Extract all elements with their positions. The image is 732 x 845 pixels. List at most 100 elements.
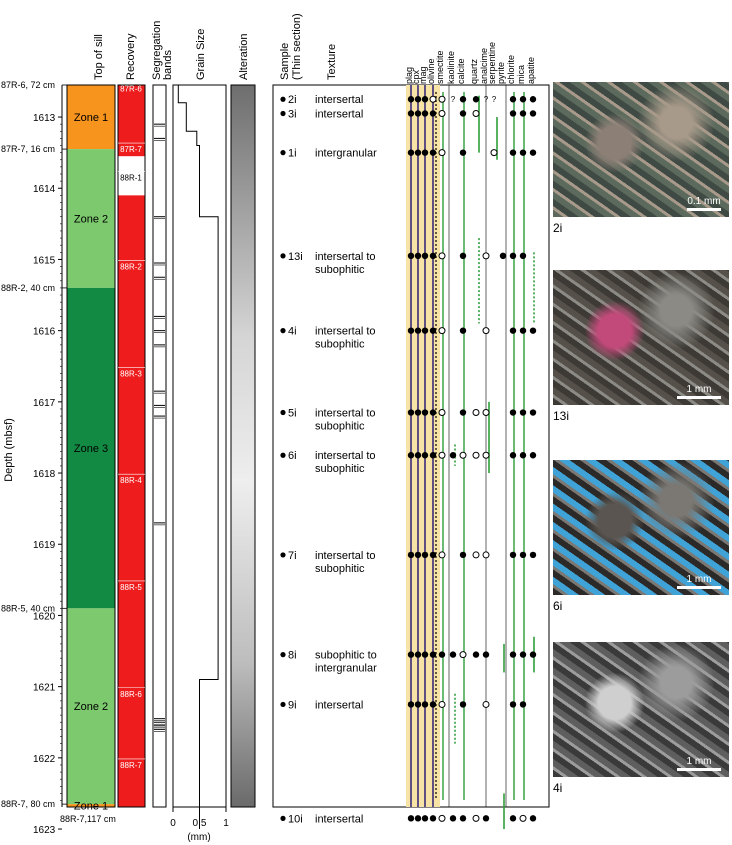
mineral-present [414, 252, 422, 260]
mineral-present [459, 701, 467, 708]
mineral-present [421, 409, 429, 416]
mineral-uncertain: ? [451, 95, 456, 104]
photo-caption: 6i [553, 599, 563, 613]
depth-tick-label: 1618 [33, 469, 56, 480]
sample-dot [280, 652, 286, 658]
sample-texture: intersertal [315, 94, 363, 106]
sample-texture: subophitic [315, 421, 365, 433]
recovery-section-label: 87R-7 [120, 145, 142, 154]
mineral-present [429, 651, 437, 658]
grain-tick-label: 1 [223, 818, 229, 829]
mineral-present [429, 409, 437, 416]
photo-scale-label: 1 mm [686, 384, 712, 395]
sample-texture: intersertal [315, 813, 363, 825]
mineral-present [459, 327, 467, 334]
header-grain-size: Grain Size [195, 29, 207, 80]
mineral-present [509, 110, 517, 117]
zones-frame [66, 84, 116, 808]
mineral-present [414, 96, 422, 103]
zone-band [67, 149, 115, 288]
segregation-bands [154, 123, 165, 732]
photo-scale-line [677, 396, 721, 399]
mineral-trace [490, 149, 498, 157]
photo-scale-line [677, 586, 721, 589]
mineral-trace [438, 451, 446, 459]
mineral-trace [438, 109, 446, 117]
core-label: 88R-7, 80 cm [1, 799, 55, 809]
sample-id: 7i [288, 550, 297, 562]
mineral-present [407, 551, 415, 559]
depth-tick-label: 1623 [33, 825, 56, 836]
grain-size-unit: (mm) [187, 832, 210, 843]
recovery-section-label: 88R-1 [120, 174, 142, 183]
mineral-present [429, 327, 437, 334]
photo-caption: 2i [553, 221, 563, 235]
recovery-section-label: 88R-7 [120, 761, 142, 770]
mineral-present [519, 110, 527, 117]
sample-id: 3i [288, 108, 297, 120]
grain-size-ticks: 0 0.5 1 [170, 807, 229, 829]
mineral-present [429, 252, 437, 260]
sample-dot [280, 328, 286, 334]
header-segregation-1: Segregation [151, 21, 163, 80]
core-label: 88R-5, 40 cm [1, 603, 55, 613]
sample-id: 4i [288, 326, 297, 338]
photo-caption: 4i [553, 781, 563, 795]
sample-texture: subophitic [315, 339, 365, 351]
mineral-present [407, 110, 415, 117]
thin-section-photo: 1 mm [553, 642, 729, 777]
column-headers: Top of sill Recovery Segregation bands G… [3, 13, 338, 481]
mineral-present [421, 327, 429, 334]
mineral-uncertain: ? [484, 95, 489, 104]
mineral-present [414, 409, 422, 416]
mineral-trace [438, 327, 446, 335]
mineral-present [407, 815, 415, 822]
mineral-present [509, 452, 517, 459]
sample-texture: subophitic [315, 264, 365, 276]
mineral-present [509, 327, 517, 334]
header-sample-sub: (Thin section) [291, 13, 303, 80]
depth-tick-label: 1613 [33, 113, 56, 124]
zone-label: Zone 3 [74, 443, 108, 455]
mineral-trace [459, 651, 467, 659]
photo-scale-label: 0.1 mm [687, 196, 721, 207]
sample-id: 8i [288, 650, 297, 662]
zone-label: Zone 2 [74, 701, 108, 713]
mineral-present [509, 815, 517, 822]
samples: 2i intersertal?? ? 3i intersertal 1i intergran… [280, 94, 537, 825]
depth-tick-label: 1617 [33, 398, 56, 409]
photo-scale-bar: 0.1 mm [687, 196, 721, 211]
depth-tick-label: 1620 [33, 611, 56, 622]
sample-dot [280, 701, 286, 708]
mineral-trace [459, 451, 467, 459]
mineral-trace [482, 409, 490, 417]
sample-texture: intergranular [315, 148, 377, 160]
mineral-trace [438, 700, 446, 708]
mineral-trace [438, 409, 446, 417]
mineral-present [414, 452, 422, 459]
sample-texture: intersertal to [315, 550, 376, 562]
alteration-gradient [230, 84, 256, 808]
zone-label: Zone 1 [74, 112, 108, 124]
mineral-header: mica [516, 65, 526, 84]
mineral-present [429, 149, 437, 156]
mineral-present [429, 815, 437, 822]
mineral-present [459, 815, 467, 822]
mineral-present [421, 96, 429, 103]
recovery-bar [117, 84, 146, 808]
mineral-trace [438, 252, 446, 260]
header-sample: Sample [279, 43, 291, 80]
recovery-section-label: 88R-5 [120, 583, 142, 592]
mineral-present [421, 452, 429, 459]
mineral-present [449, 651, 457, 658]
mineral-present [421, 701, 429, 708]
mineral-present [529, 110, 537, 117]
mineral-header: analcime [479, 48, 489, 84]
depth-tick-label: 1615 [33, 255, 56, 266]
sample-texture: subophitic [315, 463, 365, 475]
mineral-present [414, 815, 422, 822]
core-label: 87R-6, 72 cm [1, 80, 55, 90]
mineral-present [529, 452, 537, 459]
mineral-present [519, 409, 527, 416]
